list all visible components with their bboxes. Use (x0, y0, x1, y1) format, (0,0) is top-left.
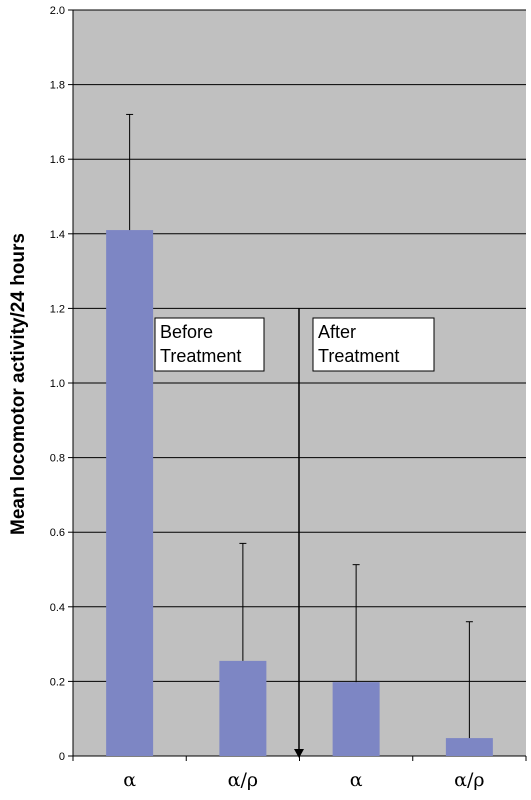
y-tick-label: 0.8 (50, 453, 65, 465)
y-tick-label: 2.0 (50, 5, 65, 17)
bar (332, 682, 380, 756)
y-tick-label: 0.2 (50, 676, 65, 688)
y-tick-label: 1.0 (50, 378, 65, 390)
annotation-before-treatment: Before Treatment (154, 317, 265, 372)
category-label: α (123, 769, 136, 791)
category-label: α/ρ (454, 769, 484, 791)
annotation-after-line2: Treatment (318, 346, 399, 366)
annotation-before-line2: Treatment (160, 346, 241, 366)
error-bars (126, 113, 473, 739)
y-tick-label: 1.8 (50, 80, 65, 92)
y-tick-label: 0 (59, 751, 65, 763)
bars (106, 230, 493, 756)
y-tick-label: 1.6 (50, 154, 65, 166)
y-tick-label: 0.4 (50, 602, 65, 614)
annotation-before-line1: Before (160, 322, 213, 342)
x-axis-categories: α α/ρ α α/ρ (123, 769, 484, 791)
y-axis-label: Mean locomotor activity/24 hours (8, 233, 29, 535)
y-tick-label: 0.6 (50, 527, 65, 539)
category-label: α (350, 769, 363, 791)
treatment-divider-arrow (294, 308, 304, 758)
bar (219, 660, 267, 756)
y-tick-label: 1.4 (50, 229, 65, 241)
category-label: α/ρ (228, 769, 258, 791)
annotation-after-line1: After (318, 322, 356, 342)
bar (445, 738, 493, 756)
bar (106, 230, 154, 756)
annotation-after-treatment: After Treatment (312, 317, 435, 372)
y-axis-ticks: 0 0.2 0.4 0.6 0.8 1.0 1.2 1.4 1.6 1.8 2.0 (50, 5, 73, 763)
y-tick-label: 1.2 (50, 303, 65, 315)
